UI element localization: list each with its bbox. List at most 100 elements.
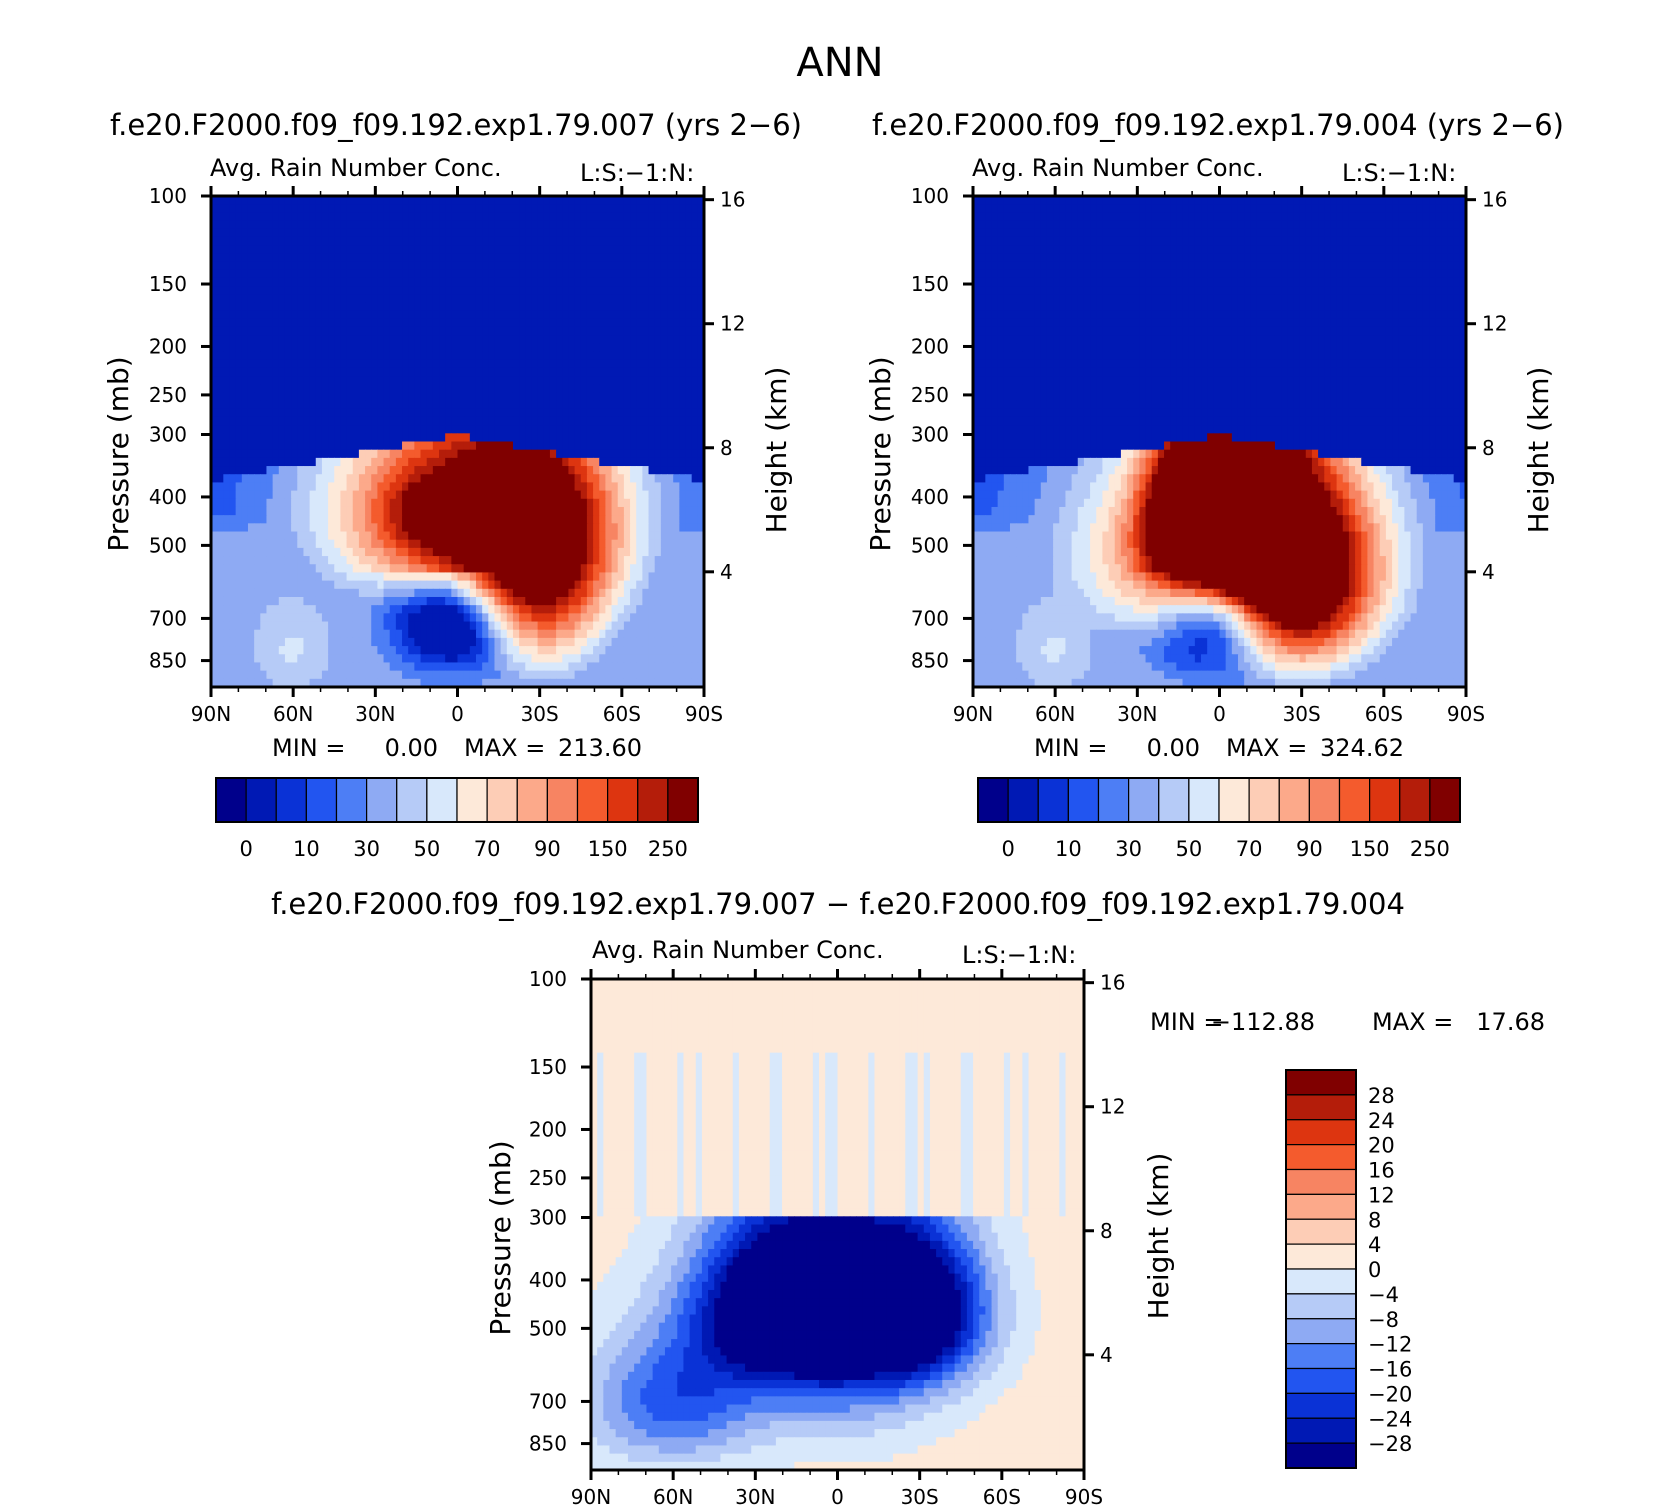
contour-cell <box>395 564 403 574</box>
contour-cell <box>457 449 465 459</box>
contour-cell <box>315 384 323 393</box>
contour-cell <box>482 613 489 623</box>
contour-cell <box>580 343 588 353</box>
colorbar-label: 90 <box>534 837 561 861</box>
contour-cell <box>642 294 650 303</box>
contour-cell <box>402 506 409 516</box>
contour-cell <box>223 564 231 574</box>
contour-cell <box>543 367 551 377</box>
contour-cell <box>543 392 551 402</box>
contour-cell <box>408 196 415 205</box>
contour-cell <box>482 318 489 328</box>
contour-cell <box>439 678 446 688</box>
contour-cell <box>358 613 366 623</box>
contour-cell <box>642 580 650 590</box>
contour-cell <box>254 646 261 655</box>
contour-cell <box>254 613 261 623</box>
panel2-case-title: f.e20.F2000.f09_f09.192.exp1.79.004 (yrs… <box>872 108 1564 142</box>
contour-cell <box>266 474 274 484</box>
contour-cell <box>235 343 243 353</box>
contour-cell <box>506 621 514 631</box>
contour-cell <box>211 335 218 344</box>
contour-cell <box>475 384 483 393</box>
contour-cell <box>667 646 674 655</box>
contour-cell <box>475 400 483 410</box>
contour-cell <box>611 310 619 320</box>
contour-cell <box>488 326 496 336</box>
contour-cell <box>1281 196 1288 205</box>
contour-cell <box>432 294 440 303</box>
contour-cell <box>383 621 391 631</box>
contour-cell <box>439 482 446 492</box>
contour-cell <box>617 400 625 410</box>
contour-cell <box>432 588 440 598</box>
contour-cell <box>574 588 582 598</box>
contour-cell <box>241 384 249 393</box>
contour-cell <box>451 588 459 598</box>
contour-cell <box>408 392 415 402</box>
contour-cell <box>408 523 415 533</box>
contour-cell <box>630 416 637 426</box>
contour-cell <box>568 400 576 410</box>
contour-cell <box>395 539 403 549</box>
contour-cell <box>673 670 680 680</box>
contour-cell <box>525 466 533 475</box>
contour-cell <box>488 294 496 303</box>
contour-cell <box>358 253 366 263</box>
contour-cell <box>315 204 323 213</box>
contour-cell <box>297 515 305 524</box>
contour-cell <box>247 637 255 647</box>
contour-cell <box>593 326 600 336</box>
contour-cell <box>1256 196 1264 205</box>
contour-cell <box>321 539 329 549</box>
contour-cell <box>303 245 311 254</box>
contour-cell <box>457 539 465 549</box>
contour-cell <box>432 572 440 582</box>
contour-cell <box>586 196 594 205</box>
contour-cell <box>623 351 631 361</box>
contour-cell <box>272 220 280 230</box>
contour-cell <box>217 253 224 263</box>
contour-cell <box>241 277 249 287</box>
contour-cell <box>408 204 415 213</box>
contour-cell <box>593 212 600 222</box>
contour-cell <box>297 629 305 639</box>
contour-cell <box>340 392 348 402</box>
contour-cell <box>365 286 372 295</box>
contour-cell <box>642 343 650 353</box>
contour-cell <box>494 564 502 574</box>
contour-cell <box>562 580 570 590</box>
contour-cell <box>642 408 650 418</box>
contour-cell <box>494 269 502 279</box>
contour-cell <box>667 367 674 377</box>
contour-cell <box>309 539 317 549</box>
contour-cell <box>617 310 625 320</box>
contour-cell <box>334 572 342 582</box>
contour-cell <box>488 466 496 475</box>
contour-cell <box>679 302 687 312</box>
contour-cell <box>599 253 606 263</box>
contour-cell <box>328 416 335 426</box>
contour-cell <box>500 646 508 655</box>
contour-cell <box>420 466 428 475</box>
contour-cell <box>395 515 403 524</box>
contour-cell <box>211 318 218 328</box>
contour-cell <box>562 515 570 524</box>
contour-cell <box>556 506 563 516</box>
contour-cell <box>358 212 366 222</box>
contour-cell <box>260 498 268 508</box>
contour-cell <box>697 523 705 533</box>
contour-cell <box>420 408 428 418</box>
contour-cell <box>389 433 397 443</box>
contour-cell <box>506 441 514 451</box>
contour-cell <box>605 670 613 680</box>
contour-cell <box>235 523 243 533</box>
colorbar-swatch <box>607 777 639 823</box>
contour-cell <box>272 547 280 557</box>
contour-cell <box>549 457 557 467</box>
contour-cell <box>383 613 391 623</box>
contour-cell <box>543 523 551 533</box>
contour-cell <box>537 662 545 672</box>
contour-cell <box>525 474 533 484</box>
contour-cell <box>395 196 403 205</box>
